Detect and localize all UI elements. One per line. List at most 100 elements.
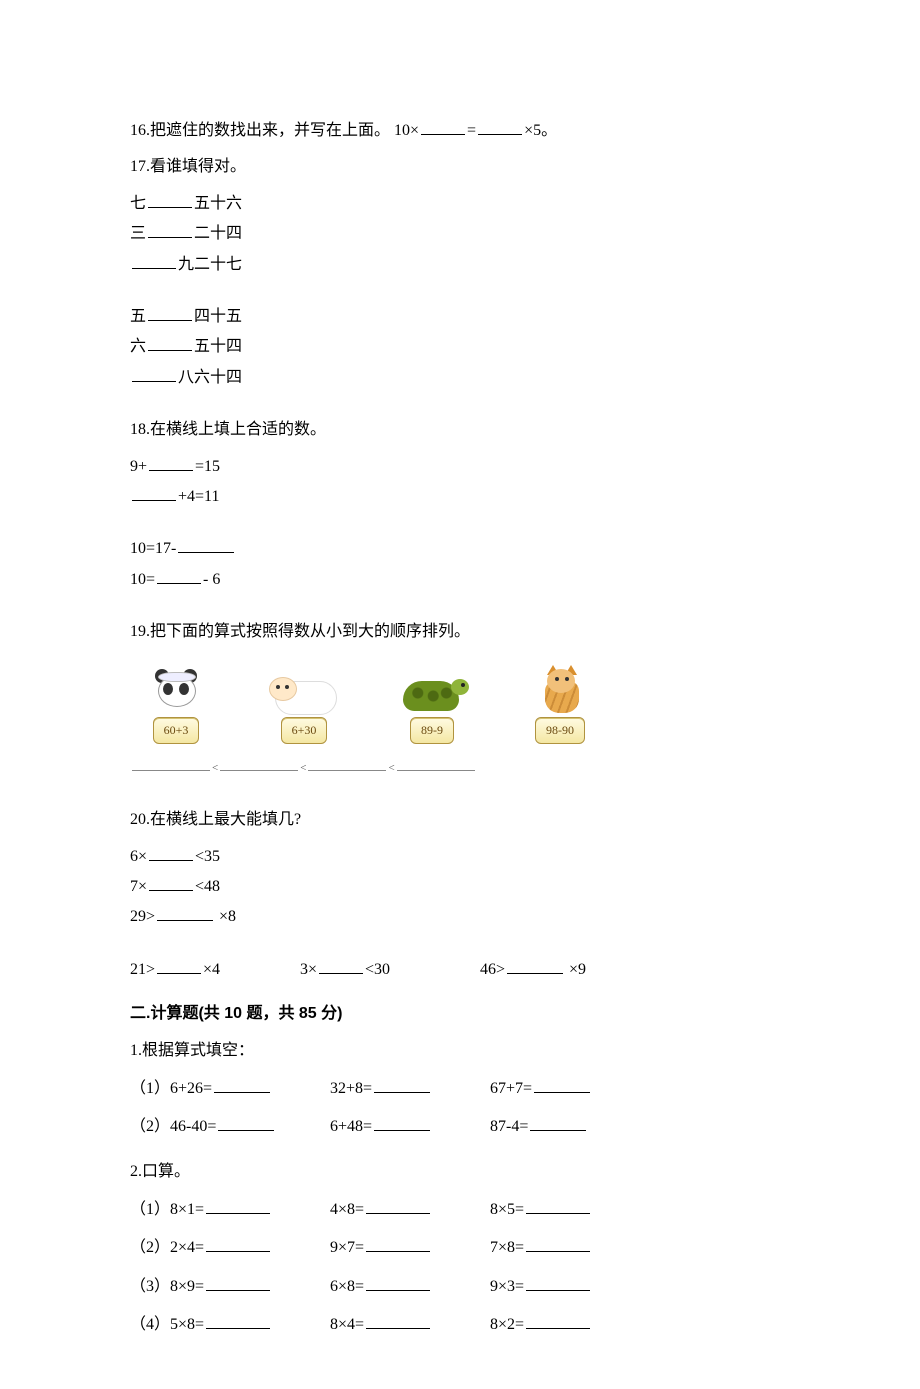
p2-r2-a: （2）2×4= [130,1233,330,1263]
p1-r2-a: （2）46-40= [130,1112,330,1142]
q17-r1-c3-blank[interactable] [132,252,176,269]
p1-r2c-blank[interactable] [530,1114,586,1131]
q18-r1-b: +4=11 [130,482,390,512]
q20-r1a-blank[interactable] [149,844,193,861]
q16-text-c: ×5。 [524,122,557,139]
q20-r2b-post: <30 [365,961,390,978]
q16-text-b: = [467,122,476,139]
p1-r2b-text: 6+48= [330,1118,372,1135]
q20-r2c-blank[interactable] [507,957,563,974]
q17-r2-c1-a: 五 [130,308,146,325]
page: 16.把遮住的数找出来，并写在上面。 10× = ×5。 17.看谁填得对。 七五十… [0,0,920,1389]
p1-r1-a: （1）6+26= [130,1074,330,1104]
p2-r2-b: 9×7= [330,1233,490,1263]
p1-r1a-blank[interactable] [214,1076,270,1093]
cat-icon [525,669,595,715]
p2-r3b-text: 6×8= [330,1278,364,1295]
p2-r4c-blank[interactable] [526,1312,590,1329]
p2-r1c-blank[interactable] [526,1197,590,1214]
p2-r3-a: （3）8×9= [130,1272,330,1302]
q20-r1-a: 6×<35 [130,842,300,872]
q19-images: 60+3 6+30 89-9 98-90 [130,669,790,744]
q20-r1b-blank[interactable] [149,874,193,891]
q17-r2-c1-b: 四十五 [194,308,242,325]
q16-blank-2[interactable] [478,118,522,135]
q17-r1-c3: 九二十七 [130,250,330,280]
p2-r2b-blank[interactable] [366,1235,430,1252]
q17-r2-c2-a: 六 [130,338,146,355]
p1-r2a-blank[interactable] [218,1114,274,1131]
q19-tag-3: 98-90 [535,717,585,744]
turtle-icon [397,669,467,715]
q17-r1-c2-blank[interactable] [148,221,192,238]
p2-r4b-blank[interactable] [366,1312,430,1329]
q20-r2c-pre: 46> [480,961,505,978]
p2-r1c-text: 8×5= [490,1201,524,1218]
q20-r2a-pre: 21> [130,961,155,978]
q18-row2: 10=17- 10=- 6 [130,534,790,595]
p2-r4c-text: 8×2= [490,1316,524,1333]
p1-r1c-blank[interactable] [534,1076,590,1093]
sheep-icon [269,669,339,715]
p1-r2-b: 6+48= [330,1112,490,1142]
q17-r1-c2: 三 二十四 [130,219,360,249]
p2-row4: （4）5×8= 8×4= 8×2= [130,1310,790,1340]
q20-r2-b: 3×<30 [300,955,480,985]
q19-cmp-blank-4[interactable] [397,760,475,771]
p1-r1b-blank[interactable] [374,1076,430,1093]
panda-icon [141,669,211,715]
q17-r2-c3-blank[interactable] [132,365,176,382]
q20-r1c-pre: 29> [130,908,155,925]
p2-r4a-text: （4）5×8= [130,1316,204,1333]
q19-tag-0: 60+3 [153,717,200,744]
q18-r2-b: 10= - 6 [130,565,390,595]
p2-r3c-text: 9×3= [490,1278,524,1295]
q18-r2b-blank[interactable] [157,567,201,584]
q20-r2-a: 21>×4 [130,955,300,985]
p2-r2a-blank[interactable] [206,1235,270,1252]
q18-r2b-post: - 6 [203,571,220,588]
p1-r2c-text: 87-4= [490,1118,528,1135]
p2-r1a-blank[interactable] [206,1197,270,1214]
q18-r2a-blank[interactable] [178,536,234,553]
q17-r1-c1-blank[interactable] [148,191,192,208]
p2-r3b-blank[interactable] [366,1274,430,1291]
q18-r2b-pre: 10= [130,571,155,588]
p2-r1a-text: （1）8×1= [130,1201,204,1218]
q18-r1b-blank[interactable] [132,484,176,501]
p1-r1c-text: 67+7= [490,1080,532,1097]
p2-r1b-blank[interactable] [366,1197,430,1214]
q18-r1-a: 9+=15 [130,452,400,482]
q20-r2b-blank[interactable] [319,957,363,974]
p2-r3c-blank[interactable] [526,1274,590,1291]
q17-title: 17.看谁填得对。 [130,152,790,182]
p2-r3a-blank[interactable] [206,1274,270,1291]
q19-cmp-blank-3[interactable] [308,760,386,771]
q19-cmp-blank-2[interactable] [220,760,298,771]
q17-r2-c1-blank[interactable] [148,304,192,321]
q20-r2a-blank[interactable] [157,957,201,974]
p2-r2c-blank[interactable] [526,1235,590,1252]
q20-title: 20.在横线上最大能填几? [130,805,790,835]
q20-r1c-blank[interactable] [157,904,213,921]
q17-r1-c1: 七五十六 [130,189,350,219]
q18-r1a-blank[interactable] [149,454,193,471]
p2-r4a-blank[interactable] [206,1312,270,1329]
q16-text-a: 16.把遮住的数找出来，并写在上面。 10× [130,122,419,139]
q19-animal-sheep: 6+30 [258,669,350,744]
q17-r2-c2-blank[interactable] [148,334,192,351]
p2-r2b-text: 9×7= [330,1239,364,1256]
q16-blank-1[interactable] [421,118,465,135]
q17-r1-c2-a: 三 [130,225,146,242]
q19-cmp-blank-1[interactable] [132,760,210,771]
q17-r1-c2-b: 二十四 [194,225,242,242]
p2-r1-a: （1）8×1= [130,1195,330,1225]
q18-r1a-post: =15 [195,458,220,475]
p1-row2: （2）46-40= 6+48= 87-4= [130,1112,790,1142]
q20-r1a-pre: 6× [130,848,147,865]
q17-r2-c2-b: 五十四 [194,338,242,355]
p2-r3-b: 6×8= [330,1272,490,1302]
section2-title: 二.计算题(共 10 题，共 85 分) [130,999,790,1029]
q17-row2: 五四十五 六五十四 八六十四 [130,302,790,393]
p1-r2b-blank[interactable] [374,1114,430,1131]
